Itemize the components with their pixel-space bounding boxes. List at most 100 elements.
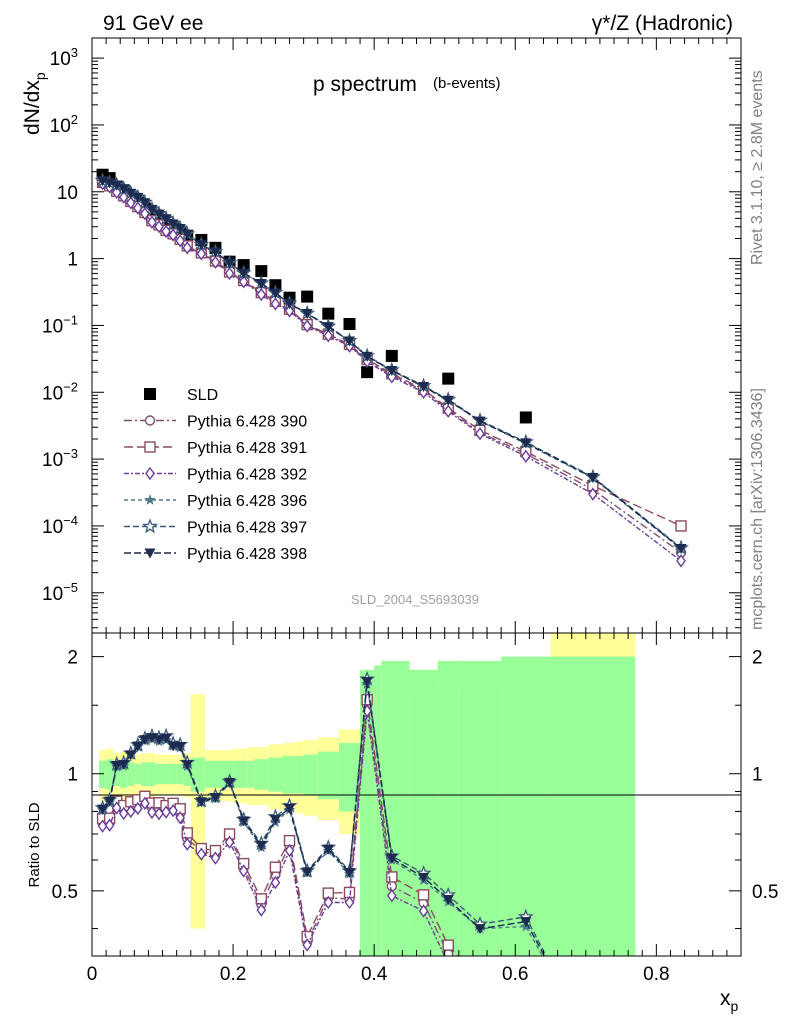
ratio-data-point xyxy=(302,938,313,952)
main-y-tick-label: 10−5 xyxy=(42,580,78,605)
main-data-point xyxy=(270,297,281,311)
header-right-label: γ*/Z (Hadronic) xyxy=(592,12,733,35)
ratio-data-point xyxy=(147,805,157,820)
ratio-data-point xyxy=(343,868,355,879)
main-data-point xyxy=(167,219,179,230)
main-data-point xyxy=(587,473,599,484)
legend-label: SLD xyxy=(187,387,218,404)
main-data-point xyxy=(443,404,454,418)
main-data-point xyxy=(442,395,454,406)
ratio-y-tick-label: 0.5 xyxy=(52,882,78,903)
legend-marker xyxy=(144,388,156,400)
ratio-band-outer xyxy=(190,694,205,929)
main-series-layer xyxy=(94,168,689,568)
main-data-point xyxy=(140,207,150,221)
ratio-series-3 xyxy=(97,704,446,956)
ratio-data-point xyxy=(284,803,296,814)
main-data-point xyxy=(147,215,157,229)
ratio-data-point xyxy=(361,677,373,688)
main-data-point xyxy=(182,241,193,255)
legend-marker xyxy=(144,494,156,505)
main-data-point xyxy=(323,329,334,343)
main-data-point xyxy=(587,487,598,501)
ratio-band-inner xyxy=(550,656,636,956)
legend-entry: Pythia 6.428 391 xyxy=(124,440,307,457)
main-data-point xyxy=(322,322,334,333)
main-y-axis-label: dN/dxp xyxy=(21,72,48,135)
ratio-data-point xyxy=(238,864,249,878)
x-tick-label: 0.6 xyxy=(502,964,528,985)
main-data-point xyxy=(111,180,123,191)
ratio-data-point xyxy=(160,733,172,744)
ratio-y-tick-label-right: 2 xyxy=(752,648,763,669)
main-data-point xyxy=(520,438,532,449)
ratio-band-inner xyxy=(148,762,156,786)
ratio-data-point xyxy=(269,815,281,826)
ratio-data-point xyxy=(104,796,116,807)
ratio-band-inner xyxy=(501,656,551,956)
ratio-band-inner xyxy=(127,762,135,786)
main-data-point xyxy=(146,204,158,215)
main-data-point xyxy=(322,307,335,320)
ratio-band-inner xyxy=(296,756,304,794)
main-data-point xyxy=(675,520,687,532)
main-data-point xyxy=(132,192,144,203)
main-data-point xyxy=(210,255,221,270)
legend-label: Pythia 6.428 396 xyxy=(187,493,307,510)
legend-entry: Pythia 6.428 398 xyxy=(124,546,307,563)
main-y-tick-label: 103 xyxy=(50,45,78,70)
ratio-series-2 xyxy=(96,693,459,956)
ratio-data-point xyxy=(182,837,193,851)
ratio-data-point xyxy=(140,796,150,811)
ratio-data-point xyxy=(418,872,430,883)
legend-marker xyxy=(145,466,155,481)
ratio-data-point xyxy=(284,843,295,858)
main-data-point xyxy=(196,247,207,261)
ratio-uncertainty-bands xyxy=(99,633,636,956)
ratio-data-point xyxy=(97,804,109,815)
main-data-point xyxy=(125,188,137,199)
main-data-point xyxy=(361,351,373,362)
main-data-point xyxy=(343,336,355,347)
ratio-ylabel: Ratio to SLD xyxy=(26,802,43,887)
ratio-data-point xyxy=(125,750,137,761)
legend-marker xyxy=(144,415,156,426)
ratio-data-point xyxy=(418,904,429,918)
ratio-series-6 xyxy=(97,677,546,956)
ratio-series-line xyxy=(102,684,544,956)
ratio-data-point xyxy=(195,797,207,808)
legend-entry: Pythia 6.428 390 xyxy=(124,414,307,431)
ratio-data-point xyxy=(174,741,186,752)
ratio-band-inner xyxy=(247,760,255,788)
ratio-data-point xyxy=(196,847,207,861)
ratio-data-point xyxy=(322,844,334,855)
mcplots-label: mcplots.cern.ch [arXiv:1306.3436] xyxy=(749,388,766,630)
main-data-point xyxy=(361,366,374,379)
ratio-data-point xyxy=(238,816,250,827)
header-left-label: 91 GeV ee xyxy=(103,12,203,35)
main-data-point xyxy=(418,382,430,393)
main-data-point xyxy=(174,224,186,235)
ratio-band-inner xyxy=(134,763,142,785)
ratio-data-point xyxy=(344,895,355,910)
main-ylabel-text: dN/dxp xyxy=(21,72,48,135)
main-data-point xyxy=(675,543,687,554)
rivet-label: Rivet 3.1.10, ≥ 2.8M events xyxy=(749,70,766,265)
ratio-data-point xyxy=(97,819,108,833)
main-data-point xyxy=(238,275,249,289)
ratio-data-point xyxy=(224,777,236,788)
main-data-point xyxy=(519,411,532,424)
ratio-data-point xyxy=(386,871,398,883)
ratio-data-point xyxy=(153,735,165,746)
main-data-point xyxy=(474,416,486,427)
ratio-band-inner xyxy=(282,756,297,794)
main-y-tick-label: 102 xyxy=(50,112,78,137)
ratio-band-inner xyxy=(162,763,170,785)
main-data-point xyxy=(160,214,172,225)
ratio-band-inner xyxy=(190,757,205,792)
main-data-point xyxy=(195,240,207,251)
main-y-tick-label: 1 xyxy=(67,250,78,271)
ratio-data-point xyxy=(175,811,186,825)
ratio-data-point xyxy=(209,792,221,803)
main-y-tick-label: 10 xyxy=(57,183,78,204)
